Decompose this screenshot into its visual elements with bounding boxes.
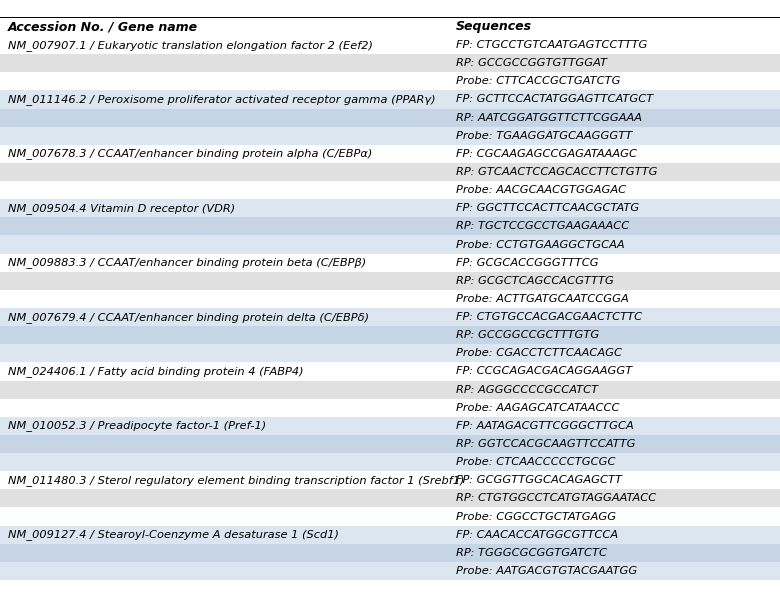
Text: FP: CGCAAGAGCCGAGATAAAGC: FP: CGCAAGAGCCGAGATAAAGC xyxy=(456,149,637,159)
Text: NM_024406.1 / Fatty acid binding protein 4 (FABP4): NM_024406.1 / Fatty acid binding protein… xyxy=(8,366,303,377)
Bar xyxy=(0,72,780,90)
Text: FP: CTGTGCCACGACGAACTCTTC: FP: CTGTGCCACGACGAACTCTTC xyxy=(456,312,643,322)
Text: NM_011146.2 / Peroxisome proliferator activated receptor gamma (PPARγ): NM_011146.2 / Peroxisome proliferator ac… xyxy=(8,94,435,105)
Text: NM_009883.3 / CCAAT/enhancer binding protein beta (C/EBPβ): NM_009883.3 / CCAAT/enhancer binding pro… xyxy=(8,257,366,268)
Text: FP: CCGCAGACGACAGGAAGGT: FP: CCGCAGACGACAGGAAGGT xyxy=(456,367,633,377)
Text: Probe: ACTTGATGCAATCCGGA: Probe: ACTTGATGCAATCCGGA xyxy=(456,294,629,304)
Text: RP: GGTCCACGCAAGTTCCATTG: RP: GGTCCACGCAAGTTCCATTG xyxy=(456,439,636,449)
Bar xyxy=(0,308,780,326)
Bar xyxy=(0,381,780,399)
Bar xyxy=(0,399,780,416)
Text: Probe: CCTGTGAAGGCTGCAA: Probe: CCTGTGAAGGCTGCAA xyxy=(456,240,625,249)
Text: RP: TGGGCGCGGTGATCTC: RP: TGGGCGCGGTGATCTC xyxy=(456,548,608,558)
Bar xyxy=(0,272,780,290)
Bar xyxy=(0,54,780,72)
Bar xyxy=(0,508,780,525)
Bar xyxy=(0,525,780,544)
Text: NM_009127.4 / Stearoyl-Coenzyme A desaturase 1 (Scd1): NM_009127.4 / Stearoyl-Coenzyme A desatu… xyxy=(8,529,339,540)
Text: Probe: CTTCACCGCTGATCTG: Probe: CTTCACCGCTGATCTG xyxy=(456,76,621,86)
Text: FP: GCGCACCGGGTTTCG: FP: GCGCACCGGGTTTCG xyxy=(456,258,599,268)
Bar xyxy=(0,181,780,199)
Text: NM_009504.4 Vitamin D receptor (VDR): NM_009504.4 Vitamin D receptor (VDR) xyxy=(8,203,235,214)
Text: RP: TGCTCCGCCTGAAGAAACC: RP: TGCTCCGCCTGAAGAAACC xyxy=(456,221,629,231)
Text: Sequences: Sequences xyxy=(456,20,533,33)
Bar xyxy=(0,90,780,108)
Text: Probe: CTCAACCCCCTGCGC: Probe: CTCAACCCCCTGCGC xyxy=(456,457,615,467)
Bar xyxy=(0,471,780,489)
Text: RP: CTGTGGCCTCATGTAGGAATACC: RP: CTGTGGCCTCATGTAGGAATACC xyxy=(456,493,657,503)
Bar xyxy=(0,253,780,272)
Text: Probe: AATGACGTGTACGAATGG: Probe: AATGACGTGTACGAATGG xyxy=(456,566,637,576)
Bar xyxy=(0,145,780,163)
Bar xyxy=(0,108,780,127)
Text: RP: AGGGCCCCGCCATCT: RP: AGGGCCCCGCCATCT xyxy=(456,384,598,394)
Text: NM_007678.3 / CCAAT/enhancer binding protein alpha (C/EBPα): NM_007678.3 / CCAAT/enhancer binding pro… xyxy=(8,148,372,159)
Bar xyxy=(0,217,780,236)
Bar xyxy=(0,489,780,508)
Text: RP: GCCGGCCGCTTTGTG: RP: GCCGGCCGCTTTGTG xyxy=(456,330,600,340)
Text: FP: CAACACCATGGCGTTCCA: FP: CAACACCATGGCGTTCCA xyxy=(456,530,619,540)
Bar xyxy=(0,562,780,580)
Text: Probe: AACGCAACGTGGAGAC: Probe: AACGCAACGTGGAGAC xyxy=(456,185,626,195)
Text: NM_007907.1 / Eukaryotic translation elongation factor 2 (Eef2): NM_007907.1 / Eukaryotic translation elo… xyxy=(8,40,373,51)
Text: Accession No. / Gene name: Accession No. / Gene name xyxy=(8,20,198,33)
Text: FP: GCTTCCACTATGGAGTTCATGCT: FP: GCTTCCACTATGGAGTTCATGCT xyxy=(456,95,654,105)
Text: RP: GCGCTCAGCCACGTTTG: RP: GCGCTCAGCCACGTTTG xyxy=(456,276,614,286)
Text: RP: GTCAACTCCAGCACCTTCTGTTG: RP: GTCAACTCCAGCACCTTCTGTTG xyxy=(456,167,658,177)
Text: NM_011480.3 / Sterol regulatory element binding transcription factor 1 (Srebf1): NM_011480.3 / Sterol regulatory element … xyxy=(8,475,464,486)
Text: RP: AATCGGATGGTTCTTCGGAAA: RP: AATCGGATGGTTCTTCGGAAA xyxy=(456,112,642,123)
Text: FP: GCGGTTGGCACAGAGCTT: FP: GCGGTTGGCACAGAGCTT xyxy=(456,475,622,486)
Text: Probe: TGAAGGATGCAAGGGTT: Probe: TGAAGGATGCAAGGGTT xyxy=(456,131,633,140)
Text: FP: GGCTTCCACTTCAACGCTATG: FP: GGCTTCCACTTCAACGCTATG xyxy=(456,203,640,213)
Bar xyxy=(0,17,780,18)
Bar xyxy=(0,199,780,217)
Text: FP: AATAGACGTTCGGGCTTGCA: FP: AATAGACGTTCGGGCTTGCA xyxy=(456,421,634,431)
Bar xyxy=(0,290,780,308)
Text: NM_010052.3 / Preadipocyte factor-1 (Pref-1): NM_010052.3 / Preadipocyte factor-1 (Pre… xyxy=(8,421,266,431)
Bar xyxy=(0,326,780,345)
Text: NM_007679.4 / CCAAT/enhancer binding protein delta (C/EBPδ): NM_007679.4 / CCAAT/enhancer binding pro… xyxy=(8,312,369,322)
Bar xyxy=(0,416,780,435)
Bar xyxy=(0,36,780,54)
Text: RP: GCCGCCGGTGTTGGAT: RP: GCCGCCGGTGTTGGAT xyxy=(456,58,608,68)
Bar xyxy=(0,435,780,453)
Bar xyxy=(0,345,780,362)
Bar xyxy=(0,127,780,145)
Bar xyxy=(0,362,780,381)
Text: Probe: AAGAGCATCATAACCC: Probe: AAGAGCATCATAACCC xyxy=(456,403,620,413)
Text: FP: CTGCCTGTCAATGAGTCCTTTG: FP: CTGCCTGTCAATGAGTCCTTTG xyxy=(456,40,647,50)
Bar xyxy=(0,163,780,181)
Text: Probe: CGACCTCTTCAACAGC: Probe: CGACCTCTTCAACAGC xyxy=(456,348,622,358)
Bar xyxy=(0,236,780,253)
Bar xyxy=(0,544,780,562)
Bar xyxy=(0,453,780,471)
Text: Probe: CGGCCTGCTATGAGG: Probe: CGGCCTGCTATGAGG xyxy=(456,512,616,521)
